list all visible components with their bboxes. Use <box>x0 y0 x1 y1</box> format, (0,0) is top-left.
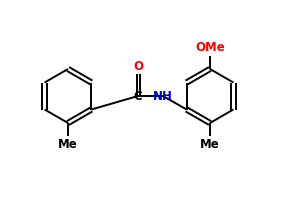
Text: OMe: OMe <box>195 41 225 54</box>
Text: C: C <box>134 90 142 102</box>
Text: Me: Me <box>58 138 78 151</box>
Text: NH: NH <box>153 90 173 102</box>
Text: O: O <box>133 60 143 73</box>
Text: Me: Me <box>200 138 220 151</box>
